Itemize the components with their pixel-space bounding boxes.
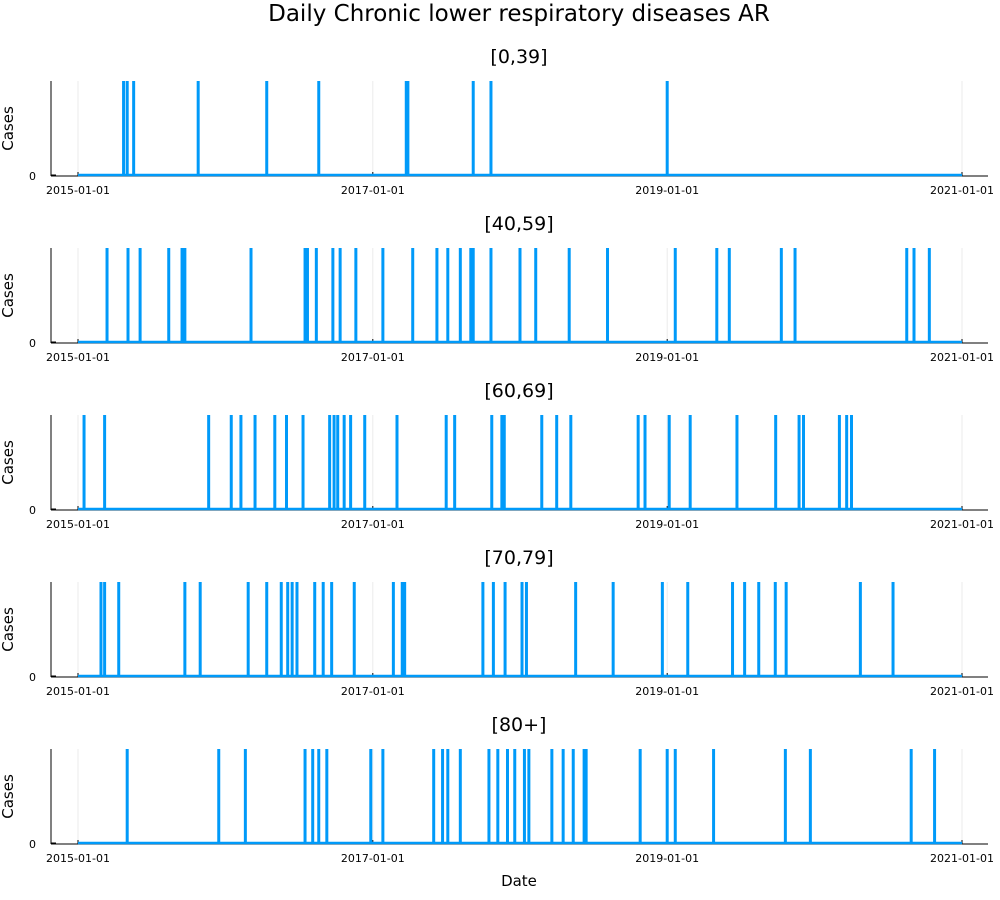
- x-tick-label: 2017-01-01: [341, 685, 405, 698]
- x-tick-label: 2015-01-01: [46, 351, 110, 364]
- x-tick-label: 2021-01-01: [930, 852, 994, 865]
- x-tick-label: 2017-01-01: [341, 184, 405, 197]
- chart-title: Daily Chronic lower respiratory diseases…: [268, 1, 770, 27]
- x-tick-label: 2021-01-01: [930, 685, 994, 698]
- x-tick-label: 2015-01-01: [46, 184, 110, 197]
- x-axis-label: Date: [501, 872, 537, 890]
- x-tick-label: 2021-01-01: [930, 184, 994, 197]
- y-tick-label: 0: [29, 170, 36, 183]
- x-tick-label: 2019-01-01: [635, 685, 699, 698]
- y-axis-label: Cases: [0, 106, 17, 151]
- x-tick-label: 2017-01-01: [341, 518, 405, 531]
- x-tick-label: 2019-01-01: [635, 518, 699, 531]
- x-tick-label: 2019-01-01: [635, 184, 699, 197]
- panel-title: [40,59]: [484, 213, 553, 235]
- x-tick-label: 2017-01-01: [341, 351, 405, 364]
- y-tick-label: 0: [29, 504, 36, 517]
- x-tick-label: 2017-01-01: [341, 852, 405, 865]
- x-tick-label: 2015-01-01: [46, 518, 110, 531]
- x-tick-label: 2021-01-01: [930, 351, 994, 364]
- x-tick-label: 2015-01-01: [46, 852, 110, 865]
- y-axis-label: Cases: [0, 607, 17, 652]
- y-tick-label: 0: [29, 337, 36, 350]
- panel-title: [80+]: [492, 714, 547, 736]
- x-tick-label: 2019-01-01: [635, 852, 699, 865]
- x-tick-label: 2019-01-01: [635, 351, 699, 364]
- panel-title: [70,79]: [484, 547, 553, 569]
- y-axis-label: Cases: [0, 273, 17, 318]
- y-tick-label: 0: [29, 671, 36, 684]
- y-axis-label: Cases: [0, 440, 17, 485]
- panel-title: [0,39]: [490, 46, 547, 68]
- x-tick-label: 2015-01-01: [46, 685, 110, 698]
- y-axis-label: Cases: [0, 774, 17, 819]
- panels: [0,39] Cases 0 2015-01-01 2017-01-01 2019-01-…: [0, 46, 994, 865]
- x-tick-label: 2021-01-01: [930, 518, 994, 531]
- panel-title: [60,69]: [484, 380, 553, 402]
- y-tick-label: 0: [29, 838, 36, 851]
